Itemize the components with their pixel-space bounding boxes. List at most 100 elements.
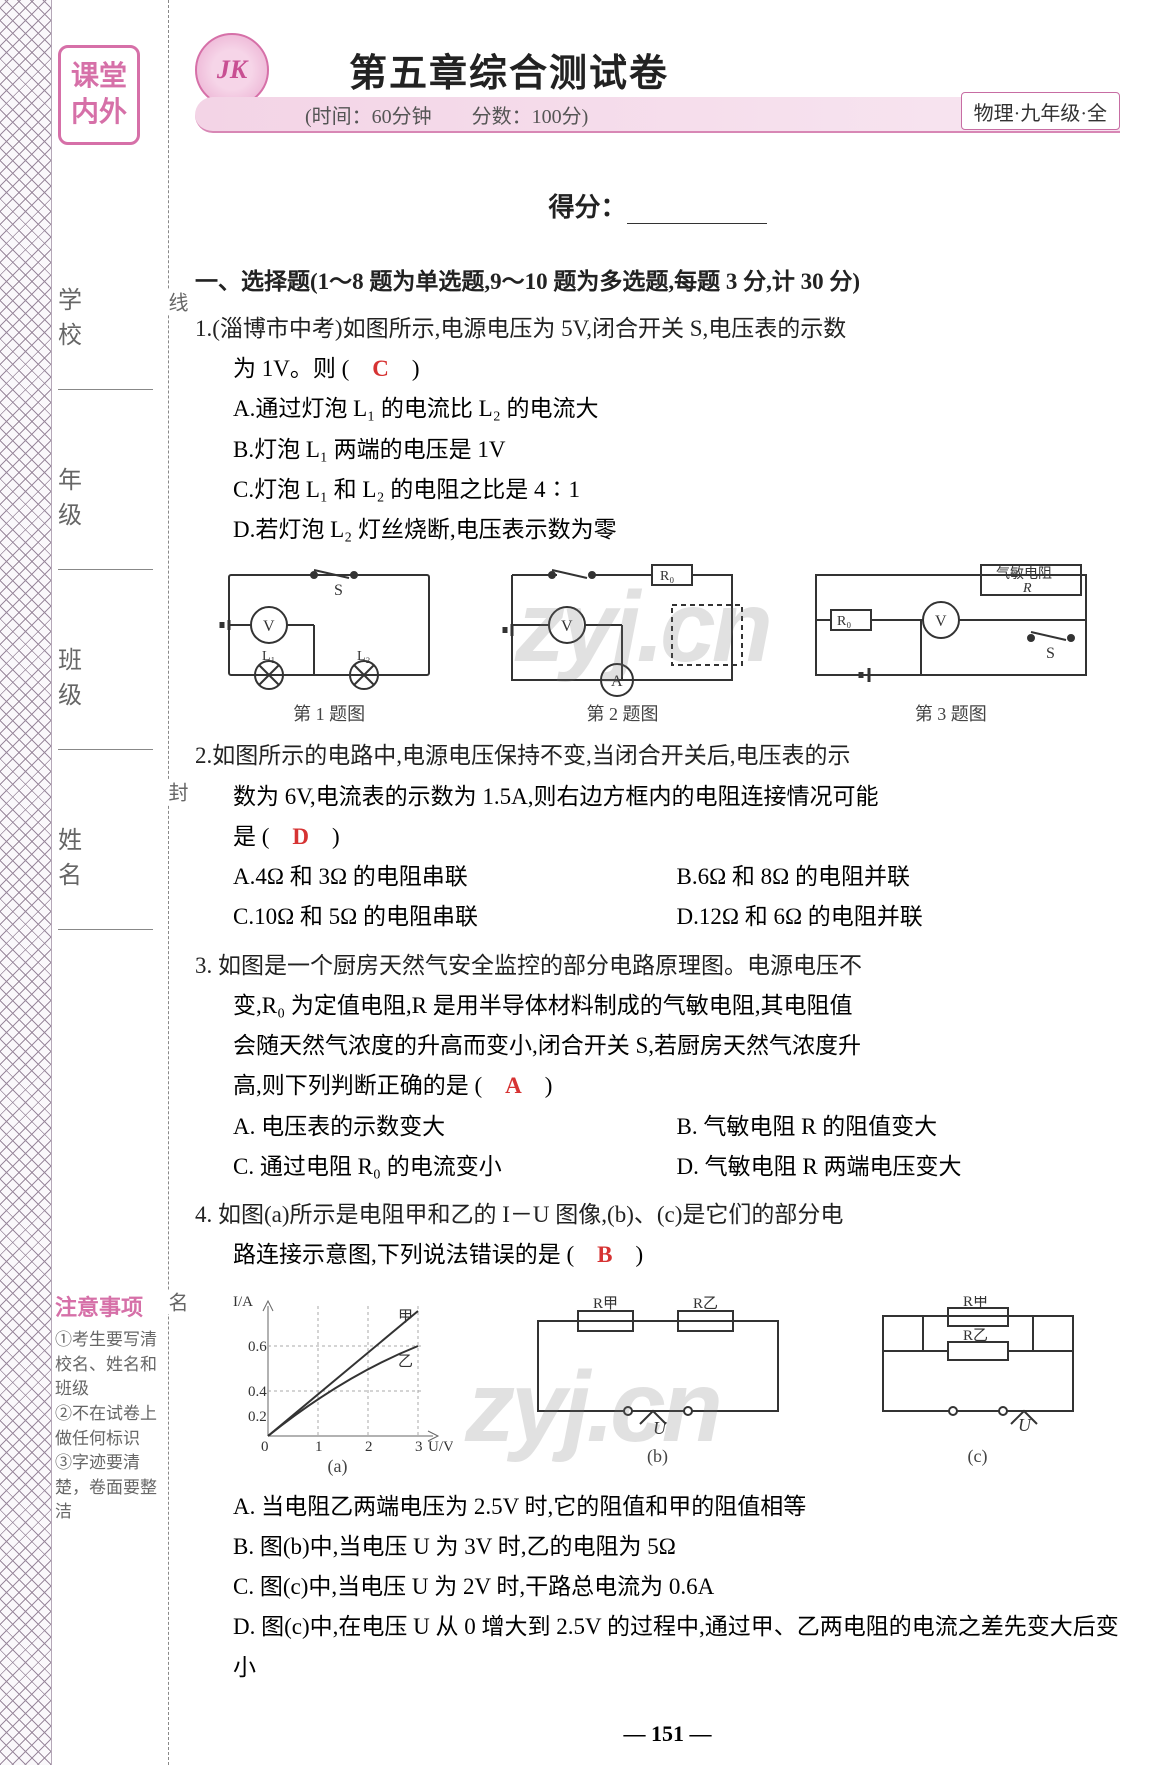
page-title: 第五章综合测试卷 [349, 42, 669, 97]
q1-option-b: B.灯泡 L₁ 两端的电压是 1V [195, 430, 1120, 470]
svg-text:1: 1 [315, 1439, 323, 1455]
q1-option-d: D.若灯泡 L₂ 灯丝烧断,电压表示数为零 [195, 510, 1120, 550]
fig-label: (a) [223, 1456, 453, 1477]
circuit-series-icon: R甲 R乙 U [518, 1296, 798, 1446]
svg-text:R乙: R乙 [963, 1328, 988, 1344]
q4-figure-c: R甲 R乙 U (c) [863, 1296, 1093, 1467]
field-blank[interactable] [58, 898, 153, 930]
svg-text:S: S [334, 582, 343, 599]
svg-text:A: A [611, 673, 623, 690]
circuit-2-icon: R₀ V A [492, 560, 752, 700]
notes-item: ③字迹要清楚，卷面要整洁 [55, 1451, 165, 1525]
svg-text:U/V: U/V [428, 1439, 453, 1455]
q3-stem-line: 变,R₀ 为定值电阻,R 是用半导体材料制成的气敏电阻,其电阻值 [195, 986, 1120, 1026]
svg-text:R₀: R₀ [837, 614, 851, 629]
field-school: 学 校 [58, 280, 153, 390]
field-grade: 年 级 [58, 460, 153, 570]
svg-text:乙: 乙 [398, 1354, 413, 1370]
score-line: 得分： [195, 187, 1120, 224]
field-label: 姓 名 [58, 820, 153, 890]
svg-text:0.4: 0.4 [248, 1384, 267, 1400]
figure-row-1: S V L₁ L₂ 第 1 题图 R₀ [195, 560, 1120, 726]
svg-text:S: S [1046, 645, 1055, 662]
svg-text:0.6: 0.6 [248, 1339, 267, 1355]
score-blank[interactable] [627, 223, 767, 224]
circuit-1-icon: S V L₁ L₂ [214, 560, 444, 700]
notes-item: ①考生要写清校名、姓名和班级 [55, 1328, 165, 1402]
q1-option-a: A.通过灯泡 L₁ 的电流比 L₂ 的电流大 [195, 389, 1120, 429]
field-class: 班 级 [58, 640, 153, 750]
fig-label: (c) [863, 1446, 1093, 1467]
question-2: 2.如图所示的电路中,电源电压保持不变,当闭合开关后,电压表的示 [195, 736, 1120, 776]
svg-text:0: 0 [261, 1439, 269, 1455]
svg-text:甲: 甲 [398, 1309, 413, 1325]
page-number: — 151 — [175, 1721, 1160, 1747]
q3-option-b: B. 气敏电阻 R 的阻值变大 [677, 1107, 1121, 1147]
q1-figure-2: R₀ V A 第 2 题图 [492, 560, 752, 726]
notes-title: 注意事项 [55, 1290, 165, 1322]
notes-box: 注意事项 ①考生要写清校名、姓名和班级 ②不在试卷上做任何标识 ③字迹要清楚，卷… [55, 1290, 165, 1525]
q2-option-a: A.4Ω 和 3Ω 的电阻串联 [233, 857, 677, 897]
answer-paren: ( B ) [567, 1242, 644, 1267]
fold-line [168, 0, 169, 1765]
svg-text:L₂: L₂ [357, 649, 371, 664]
q1-stem-line: 为 1V。则 ( C ) [195, 349, 1120, 389]
brand-badge: 课堂 内外 [58, 45, 140, 145]
q3-option-d: D. 气敏电阻 R 两端电压变大 [677, 1147, 1121, 1187]
answer-paren: ( D ) [262, 824, 340, 849]
q3-option-c: C. 通过电阻 R₀ 的电流变小 [233, 1147, 677, 1187]
q3-options-row1: A. 电压表的示数变大 B. 气敏电阻 R 的阻值变大 [195, 1107, 1120, 1147]
svg-text:I/A: I/A [233, 1294, 253, 1310]
field-label: 学 校 [58, 280, 153, 350]
answer-paren: ( C ) [342, 356, 420, 381]
jk-text: JK [217, 55, 247, 85]
svg-text:气敏电阻: 气敏电阻 [996, 566, 1052, 582]
section-heading: 一、选择题(1～8 题为单选题,9～10 题为多选题,每题 3 分,计 30 分… [195, 264, 1120, 301]
badge-line2: 内外 [71, 95, 127, 131]
q4-option-d: D. 图(c)中,在电压 U 从 0 增大到 2.5V 的过程中,通过甲、乙两电… [195, 1607, 1120, 1688]
svg-text:0.2: 0.2 [248, 1409, 267, 1425]
q3-answer: A [505, 1073, 522, 1098]
svg-text:R乙: R乙 [693, 1296, 718, 1312]
title-bar: JK 第五章综合测试卷 (时间：60分钟 分数：100分) 物理·九年级·全 [195, 22, 1120, 117]
field-label: 班 级 [58, 640, 153, 710]
badge-line1: 课堂 [71, 59, 127, 95]
q1-answer: C [372, 356, 389, 381]
fig-label: 第 3 题图 [801, 700, 1101, 726]
q4-option-a: A. 当电阻乙两端电压为 2.5V 时,它的阻值和甲的阻值相等 [195, 1487, 1120, 1527]
q2-options-row2: C.10Ω 和 5Ω 的电阻串联 D.12Ω 和 6Ω 的电阻并联 [195, 897, 1120, 937]
svg-text:L₁: L₁ [262, 649, 275, 664]
q2-stem-line: 是 ( D ) [195, 817, 1120, 857]
q4-option-c: C. 图(c)中,当电压 U 为 2V 时,干路总电流为 0.6A [195, 1567, 1120, 1607]
circuit-3-icon: 气敏电阻 R R₀ V S [801, 560, 1101, 700]
q2-answer: D [292, 824, 309, 849]
svg-text:2: 2 [365, 1439, 373, 1455]
iv-graph-icon: I/A 0.6 0.4 0.2 0 1 2 3 U/V 甲 乙 [223, 1286, 453, 1456]
fig-label: 第 2 题图 [492, 700, 752, 726]
svg-text:V: V [935, 613, 947, 630]
q4-answer: B [597, 1242, 612, 1267]
q3-stem-line: 高,则下列判断正确的是 ( A ) [195, 1066, 1120, 1106]
field-blank[interactable] [58, 718, 153, 750]
svg-text:R甲: R甲 [593, 1296, 618, 1312]
field-name: 姓 名 [58, 820, 153, 930]
q2-option-d: D.12Ω 和 6Ω 的电阻并联 [677, 897, 1121, 937]
jk-badge: JK [195, 33, 269, 107]
svg-text:R: R [1022, 581, 1032, 596]
field-label: 年 级 [58, 460, 153, 530]
fig-label: 第 1 题图 [214, 700, 444, 726]
q3-option-a: A. 电压表的示数变大 [233, 1107, 677, 1147]
figure-row-2: I/A 0.6 0.4 0.2 0 1 2 3 U/V 甲 乙 (a) [195, 1286, 1120, 1477]
q1-option-c: C.灯泡 L₁ 和 L₂ 的电阻之比是 4∶1 [195, 470, 1120, 510]
q1-figure-1: S V L₁ L₂ 第 1 题图 [214, 560, 444, 726]
main-content: JK 第五章综合测试卷 (时间：60分钟 分数：100分) 物理·九年级·全 得… [175, 0, 1160, 1765]
q4-figure-b: R甲 R乙 U (b) [518, 1296, 798, 1467]
field-blank[interactable] [58, 538, 153, 570]
q2-option-c: C.10Ω 和 5Ω 的电阻串联 [233, 897, 677, 937]
q4-option-b: B. 图(b)中,当电压 U 为 3V 时,乙的电阻为 5Ω [195, 1527, 1120, 1567]
field-blank[interactable] [58, 358, 153, 390]
q4-figure-a: I/A 0.6 0.4 0.2 0 1 2 3 U/V 甲 乙 (a) [223, 1286, 453, 1477]
q3-options-row2: C. 通过电阻 R₀ 的电流变小 D. 气敏电阻 R 两端电压变大 [195, 1147, 1120, 1187]
question-4: 4. 如图(a)所示是电阻甲和乙的 I－U 图像,(b)、(c)是它们的部分电 [195, 1195, 1120, 1235]
q1-stem-line: 1.(淄博市中考)如图所示,电源电压为 5V,闭合开关 S,电压表的示数 [195, 316, 846, 341]
